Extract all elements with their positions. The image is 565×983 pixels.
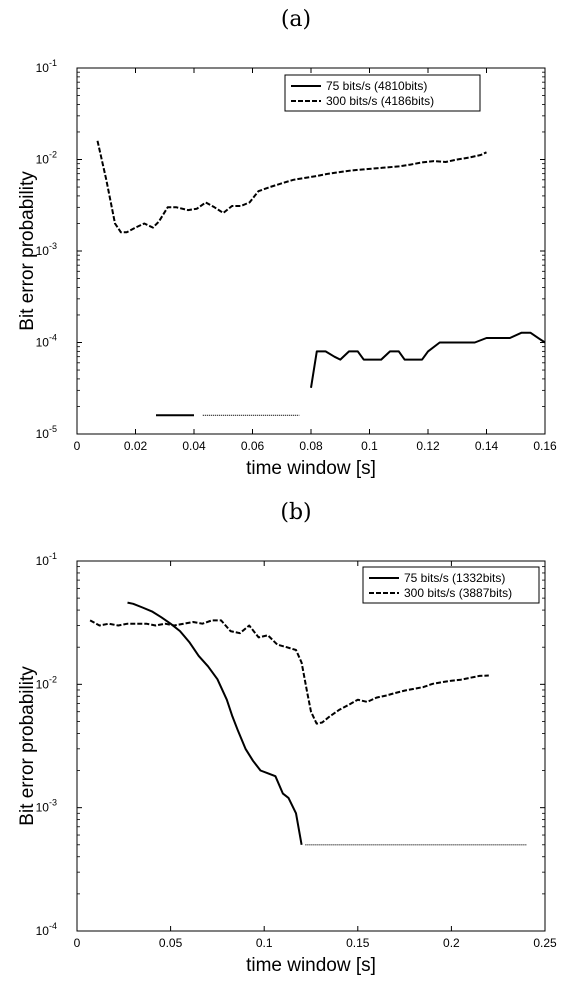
- series-line: [89, 619, 489, 725]
- x-tick-label: 0.04: [182, 439, 206, 453]
- legend-label: 300 bits/s (4186bits): [326, 94, 434, 108]
- y-tick-label: 10-2: [36, 674, 57, 691]
- x-tick-label: 0.1: [361, 439, 378, 453]
- x-tick-label: 0.1: [256, 936, 273, 950]
- x-tick-label: 0.12: [416, 439, 440, 453]
- chart-panel-b: 0 0.05 0.1 0.15 0.2 0.25 10-4 10-3 10-2 10-1 time …: [17, 551, 557, 976]
- x-tick-label: 0: [74, 936, 81, 950]
- series-line: [127, 601, 303, 845]
- legend-box: [362, 566, 540, 604]
- y-axis-title: Bit error probability: [17, 171, 38, 331]
- y-axis-title: Bit error probability: [17, 666, 38, 826]
- x-tick-label: 0.02: [124, 439, 148, 453]
- legend-label: 300 bits/s (3887bits): [404, 586, 512, 600]
- series-2: [96, 140, 487, 234]
- y-tick-label: 10-1: [36, 58, 57, 75]
- series-line: [310, 331, 546, 388]
- legend-label: 75 bits/s (4810bits): [326, 79, 427, 93]
- legend: 75 bits/s (4810bits)300 bits/s (4186bits…: [284, 74, 481, 112]
- x-axis-title: time window [s]: [246, 458, 376, 479]
- plot-frame: [76, 67, 546, 435]
- panel-a-caption: (a): [281, 7, 311, 32]
- plot-frame: [76, 560, 546, 932]
- chart-panel-a: 0 0.02 0.04 0.06 0.08 0.1 0.12 0.14 0.16 10-5 10-4…: [17, 58, 557, 479]
- legend-label: 75 bits/s (1332bits): [404, 571, 505, 585]
- legend: 75 bits/s (1332bits)300 bits/s (3887bits…: [362, 566, 540, 604]
- series-line: [96, 140, 487, 234]
- y-tick-label: 10-2: [36, 150, 57, 167]
- y-tick-label: 10-3: [36, 798, 57, 815]
- x-tick-label: 0.14: [475, 439, 499, 453]
- x-tick-label: 0.16: [533, 439, 557, 453]
- y-tick-label: 10-4: [36, 333, 57, 350]
- series-1: [156, 331, 546, 417]
- panel-b-caption: (b): [280, 500, 311, 525]
- x-tick-label: 0: [74, 439, 81, 453]
- x-tick-label: 0.25: [533, 936, 557, 950]
- x-tick-label: 0.2: [443, 936, 460, 950]
- series-1: [127, 601, 527, 846]
- x-axis-title: time window [s]: [246, 955, 376, 976]
- x-tick-label: 0.06: [241, 439, 265, 453]
- legend-box: [284, 74, 481, 112]
- x-tick-label: 0.05: [159, 936, 183, 950]
- y-tick-label: 10-1: [36, 551, 57, 568]
- y-tick-label: 10-3: [36, 241, 57, 258]
- y-tick-label: 10-4: [36, 921, 57, 938]
- y-tick-label: 10-5: [36, 424, 57, 441]
- series-2: [89, 619, 489, 725]
- x-tick-label: 0.08: [299, 439, 323, 453]
- x-tick-label: 0.15: [346, 936, 370, 950]
